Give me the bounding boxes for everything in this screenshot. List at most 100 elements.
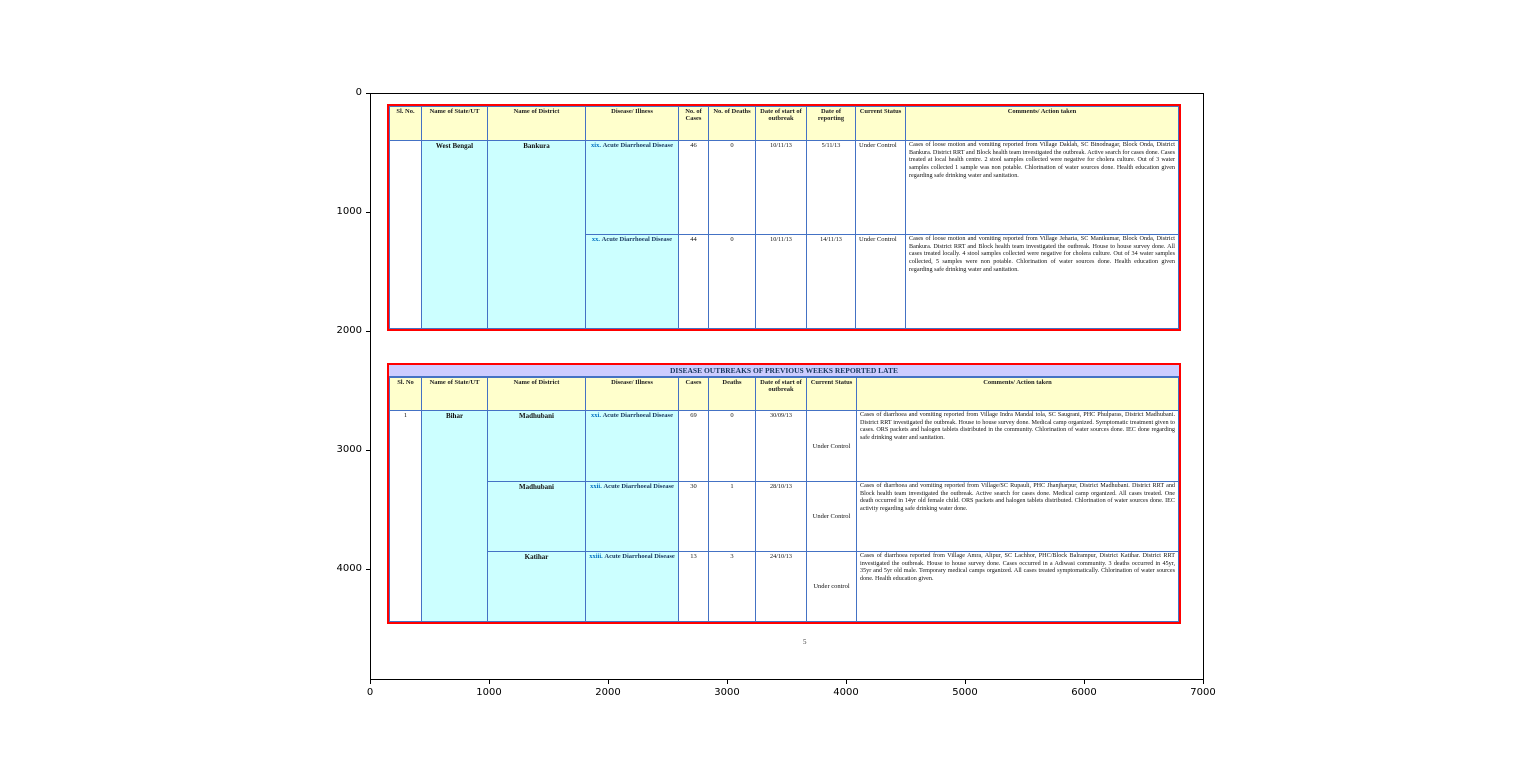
- col-header: Date of start of outbreak: [755, 377, 807, 411]
- disease-name: Acute Diarrhoeal Disease: [603, 483, 674, 490]
- deaths-cell: 1: [708, 481, 756, 552]
- deaths-cell: 0: [708, 410, 756, 482]
- disease-name: Acute Diarrhoeal Disease: [602, 142, 673, 149]
- y-tick-label: 4000: [336, 563, 362, 574]
- y-tick-mark: [366, 450, 370, 451]
- status-cell: Under Control: [806, 410, 857, 482]
- col-header: Current Status: [806, 377, 857, 411]
- table-row: xx. Acute Diarrhoeal Disease 44 0 10/11/…: [390, 234, 1179, 329]
- start-date-cell: 24/10/13: [755, 551, 807, 622]
- x-tick-label: 5000: [952, 687, 978, 698]
- y-tick-mark: [366, 569, 370, 570]
- late-table-title: DISEASE OUTBREAKS OF PREVIOUS WEEKS REPO…: [389, 365, 1179, 377]
- col-header: Current Status: [855, 106, 906, 141]
- disease-name: Acute Diarrhoeal Disease: [602, 412, 673, 419]
- x-tick-label: 1000: [476, 687, 502, 698]
- y-tick-mark: [366, 212, 370, 213]
- disease-cell: xxi. Acute Diarrhoeal Disease: [585, 410, 679, 482]
- col-header: No. of Cases: [678, 106, 709, 141]
- cases-cell: 13: [678, 551, 709, 622]
- x-tick-mark: [1203, 680, 1204, 684]
- disease-number: xix.: [591, 142, 601, 149]
- outbreak-table-late: Sl. No Name of State/UT Name of District…: [389, 377, 1179, 622]
- x-tick-mark: [489, 680, 490, 684]
- y-tick-mark: [366, 331, 370, 332]
- disease-cell: xx. Acute Diarrhoeal Disease: [585, 234, 679, 329]
- start-date-cell: 28/10/13: [755, 481, 807, 552]
- district-cell: Bankura: [487, 140, 586, 329]
- outbreak-table-current-box: Sl. No. Name of State/UT Name of Distric…: [387, 104, 1181, 331]
- start-date-cell: 10/11/13: [755, 140, 807, 235]
- cases-cell: 44: [678, 234, 709, 329]
- x-tick-mark: [727, 680, 728, 684]
- y-tick-label: 0: [355, 87, 362, 98]
- x-tick-mark: [965, 680, 966, 684]
- x-tick-mark: [846, 680, 847, 684]
- x-tick-label: 4000: [833, 687, 859, 698]
- disease-number: xxiii.: [589, 553, 603, 560]
- status-cell: Under Control: [806, 481, 857, 552]
- status-cell: Under Control: [855, 140, 906, 235]
- col-header: Disease/ Illness: [585, 377, 679, 411]
- col-header: Name of District: [487, 377, 586, 411]
- table-row: Katihar xxiii. Acute Diarrhoeal Disease …: [390, 551, 1179, 622]
- disease-name: Acute Diarrhoeal Disease: [604, 553, 675, 560]
- deaths-cell: 3: [708, 551, 756, 622]
- col-header: Name of State/UT: [421, 377, 488, 411]
- x-tick-label: 6000: [1071, 687, 1097, 698]
- x-tick-mark: [1084, 680, 1085, 684]
- state-cell: West Bengal: [421, 140, 488, 329]
- col-header: Name of State/UT: [421, 106, 488, 141]
- disease-number: xxi.: [591, 412, 601, 419]
- outbreak-table-late-box: DISEASE OUTBREAKS OF PREVIOUS WEEKS REPO…: [387, 363, 1181, 624]
- status-cell: Under Control: [855, 234, 906, 329]
- cases-cell: 69: [678, 410, 709, 482]
- district-cell: Madhubani: [487, 481, 586, 552]
- cases-cell: 46: [678, 140, 709, 235]
- table-row: West Bengal Bankura xix. Acute Diarrhoea…: [389, 140, 1179, 329]
- x-tick-mark: [608, 680, 609, 684]
- col-header: Date of reporting: [806, 106, 856, 141]
- page-number: 5: [803, 638, 807, 646]
- x-tick-mark: [370, 680, 371, 684]
- col-header: Sl. No.: [389, 106, 422, 141]
- col-header: Cases: [678, 377, 709, 411]
- comments-cell: Cases of diarrhoea and vomiting reported…: [856, 410, 1179, 482]
- start-date-cell: 30/09/13: [755, 410, 807, 482]
- y-tick-mark: [366, 93, 370, 94]
- x-tick-label: 2000: [595, 687, 621, 698]
- deaths-cell: 0: [708, 140, 756, 235]
- col-header: No. of Deaths: [708, 106, 756, 141]
- outbreak-table-current: Sl. No. Name of State/UT Name of Distric…: [389, 106, 1179, 329]
- cases-cell: 30: [678, 481, 709, 552]
- comments-cell: Cases of loose motion and vomiting repor…: [905, 234, 1179, 329]
- deaths-cell: 0: [708, 234, 756, 329]
- col-header: Date of start of outbreak: [755, 106, 807, 141]
- disease-number: xx.: [591, 236, 601, 243]
- plot-axes: Sl. No. Name of State/UT Name of Distric…: [370, 93, 1204, 680]
- comments-cell: Cases of diarrhoea and vomiting reported…: [856, 481, 1179, 552]
- y-tick-label: 2000: [336, 325, 362, 336]
- col-header: Name of District: [487, 106, 586, 141]
- table-row: Madhubani xxii. Acute Diarrhoeal Disease…: [390, 481, 1179, 552]
- sl-no-cell: 1: [389, 410, 422, 622]
- y-tick-label: 1000: [336, 206, 362, 217]
- sl-no-cell: [389, 140, 422, 329]
- start-date-cell: 10/11/13: [755, 234, 807, 329]
- col-header: Disease/ Illness: [585, 106, 679, 141]
- district-cell: Madhubani: [487, 410, 586, 482]
- col-header: Comments/ Action taken: [905, 106, 1179, 141]
- disease-cell: xix. Acute Diarrhoeal Disease: [585, 140, 679, 235]
- status-cell: Under control: [806, 551, 857, 622]
- comments-cell: Cases of loose motion and vomiting repor…: [905, 140, 1179, 235]
- table-row: 1 Bihar Madhubani xxi. Acute Diarrhoeal …: [389, 410, 1179, 622]
- x-tick-label: 7000: [1190, 687, 1216, 698]
- disease-cell: xxiii. Acute Diarrhoeal Disease: [585, 551, 679, 622]
- reporting-date-cell: 5/11/13: [806, 140, 856, 235]
- y-tick-label: 3000: [336, 444, 362, 455]
- district-cell: Katihar: [487, 551, 586, 622]
- col-header: Sl. No: [389, 377, 422, 411]
- state-cell: Bihar: [421, 410, 488, 622]
- disease-name: Acute Diarrhoeal Disease: [601, 236, 673, 243]
